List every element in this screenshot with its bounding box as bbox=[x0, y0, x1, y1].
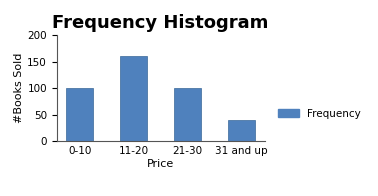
Title: Frequency Histogram: Frequency Histogram bbox=[53, 14, 269, 32]
X-axis label: Price: Price bbox=[147, 159, 174, 169]
Bar bbox=[120, 56, 147, 141]
Bar bbox=[174, 88, 201, 141]
Bar bbox=[228, 120, 255, 141]
Y-axis label: #Books Sold: #Books Sold bbox=[14, 53, 25, 123]
Legend: Frequency: Frequency bbox=[274, 104, 365, 123]
Bar bbox=[66, 88, 93, 141]
